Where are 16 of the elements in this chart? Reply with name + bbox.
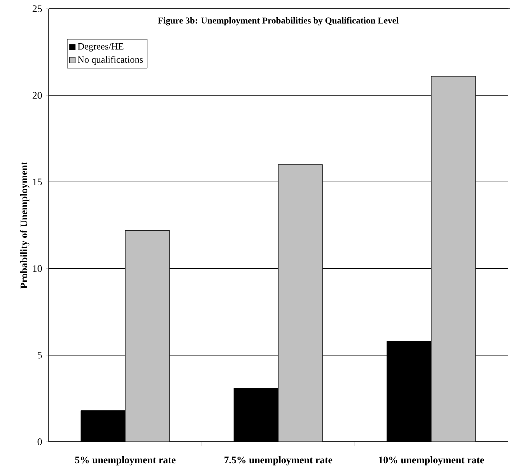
- y-tick-label: 15: [33, 178, 42, 186]
- y-tick-label: 5: [38, 352, 42, 359]
- y-tick-label: 20: [32, 92, 42, 99]
- legend-label: No qualifications: [78, 56, 144, 65]
- y-axis-title: Probability of Unemployment: [20, 162, 30, 289]
- bar: [125, 230, 170, 442]
- legend-label: Degrees/HE: [78, 43, 124, 52]
- text: Figure 3b: Unemployment Probabilities by Qualification Level: [158, 17, 399, 26]
- bar: [431, 76, 476, 442]
- y-tick-label: 0: [38, 438, 42, 446]
- y-tick-label: 25: [32, 6, 42, 12]
- x-tick-label: 10% unemployment rate: [379, 456, 484, 466]
- x-tick-label: 7.5% unemployment rate: [224, 456, 333, 466]
- bar: [278, 164, 324, 442]
- x-tick-label: 5% unemployment rate: [75, 456, 176, 466]
- y-tick-label: 10: [33, 265, 42, 272]
